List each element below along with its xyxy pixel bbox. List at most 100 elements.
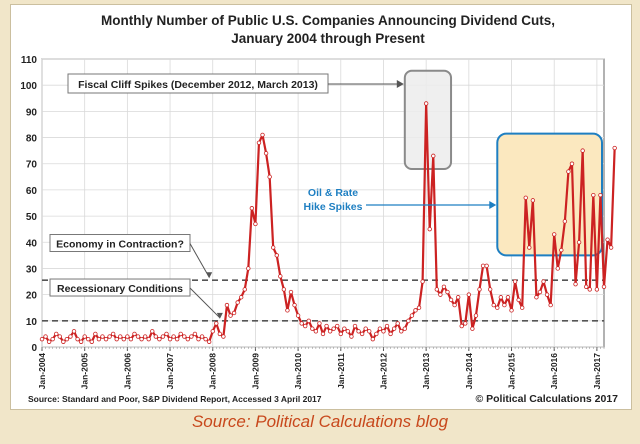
data-point [128, 336, 134, 342]
data-point [142, 334, 148, 339]
data-point [267, 174, 272, 180]
data-point [249, 206, 255, 211]
data-point [374, 331, 379, 337]
y-tick-label: 50 [26, 212, 38, 223]
data-point [541, 279, 546, 284]
data-point [228, 313, 233, 318]
data-point [584, 284, 589, 289]
data-point [573, 281, 578, 287]
x-tick-label: Jan-2012 [378, 353, 388, 390]
data-point [132, 331, 137, 337]
oil-rate-box [496, 132, 603, 257]
data-point [562, 219, 568, 224]
reference-label-leader [189, 287, 221, 319]
data-point [281, 287, 287, 292]
data-point [285, 308, 290, 313]
x-tick-label: Jan-2009 [250, 353, 260, 390]
oil-rate-label-line2: Hike Spikes [304, 201, 363, 213]
y-tick-label: 80 [26, 134, 38, 145]
data-point [459, 323, 464, 329]
data-point [463, 321, 468, 326]
data-point [324, 323, 329, 329]
data-point [406, 318, 411, 324]
x-tick-label: Jan-2014 [464, 353, 474, 390]
data-point [150, 329, 155, 334]
data-point [206, 339, 212, 344]
data-point [199, 334, 205, 339]
fiscal-cliff-label: Fiscal Cliff Spikes (December 2012, Marc… [78, 79, 318, 91]
data-point [345, 329, 351, 334]
data-point [381, 329, 386, 334]
data-point [527, 245, 532, 250]
y-tick-label: 40 [26, 238, 38, 249]
grid [41, 58, 605, 348]
data-point [238, 295, 244, 300]
y-tick-label: 100 [20, 81, 37, 92]
reference-label-leader [189, 243, 210, 278]
data-point [146, 336, 151, 342]
data-point [196, 336, 201, 342]
data-point [388, 331, 393, 337]
data-point [552, 232, 557, 237]
data-point [537, 289, 543, 295]
data-point [125, 334, 130, 339]
data-point [278, 274, 283, 279]
data-point [544, 292, 550, 297]
data-point [139, 336, 144, 342]
chart-title-line1: Monthly Number of Public U.S. Companies … [101, 13, 555, 28]
data-point [221, 334, 226, 339]
data-point [580, 148, 585, 153]
data-point [484, 263, 489, 269]
x-tick-label: Jan-2011 [336, 353, 346, 389]
data-point [192, 331, 198, 337]
y-tick-label: 30 [26, 264, 38, 275]
data-point [253, 221, 258, 227]
data-point [420, 279, 425, 284]
data-point [68, 334, 73, 339]
x-tick-label: Jan-2007 [165, 353, 175, 390]
data-point [487, 287, 493, 292]
source-note: Source: Standard and Poor, S&P Dividend … [28, 394, 322, 404]
data-point [431, 153, 436, 159]
data-point [110, 331, 116, 337]
data-point [246, 266, 251, 271]
data-point [566, 169, 571, 174]
data-point [320, 331, 326, 337]
x-tick-label: Jan-2004 [37, 353, 47, 390]
data-point [157, 336, 162, 342]
data-point [164, 331, 169, 337]
series [39, 101, 617, 344]
data-point [349, 334, 354, 339]
data-point [107, 334, 112, 339]
data-point [235, 300, 240, 305]
data-point [327, 329, 333, 334]
data-point [377, 326, 383, 331]
data-point [86, 336, 91, 342]
y-tick-label: 10 [26, 317, 38, 328]
arrow-head-icon [206, 272, 213, 279]
data-point [569, 161, 575, 166]
chart-title-line2: January 2004 through Present [231, 31, 425, 46]
chart: Monthly Number of Public U.S. Companies … [20, 13, 618, 405]
data-point [89, 339, 94, 344]
data-point [455, 295, 461, 300]
copyright-note: © Political Calculations 2017 [475, 393, 618, 405]
data-point [103, 336, 109, 342]
data-point [214, 321, 219, 326]
data-point [64, 336, 70, 342]
data-point [612, 145, 617, 151]
data-point [178, 331, 183, 337]
data-point [317, 321, 322, 326]
data-point [167, 336, 173, 342]
x-tick-label: Jan-2010 [293, 353, 303, 390]
data-point [50, 336, 55, 342]
data-point [576, 240, 582, 245]
arrow-head-icon [489, 201, 497, 209]
data-point [288, 289, 294, 295]
data-point [587, 287, 592, 292]
data-point [182, 334, 187, 339]
data-point [534, 295, 539, 300]
data-point [438, 292, 443, 297]
x-tick-label: Jan-2005 [80, 353, 90, 390]
arrow-head-icon [216, 312, 223, 319]
